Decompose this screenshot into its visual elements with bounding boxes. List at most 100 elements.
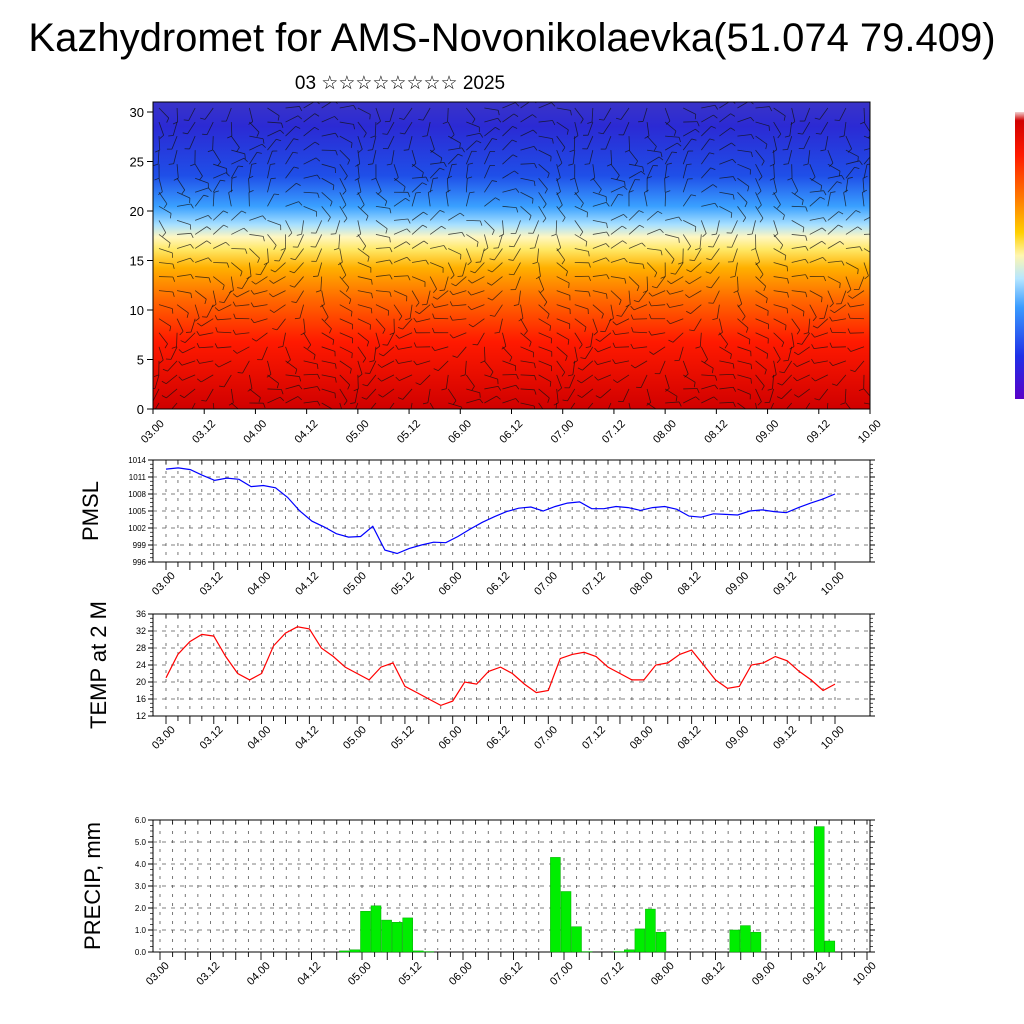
wind-barb-flag [594,360,598,365]
wind-barb [845,135,852,150]
wind-barb [172,121,178,136]
wind-barb [863,164,868,179]
wind-barb [592,257,607,263]
wind-barb [791,304,805,312]
wind-barb-flag [313,275,319,277]
wind-barb [852,290,865,299]
wind-barb-flag [568,282,570,288]
wind-barb-flag [295,126,301,129]
wind-barb-flag [169,326,172,332]
wind-barb-flag [280,248,286,251]
wind-barb-flag [439,289,445,291]
wind-barb [357,276,372,281]
wind-barb [427,388,431,403]
y-tick-label: 12 [136,711,146,721]
wind-barb-flag [820,149,826,152]
wind-barb-flag [489,258,495,261]
wind-barb [520,177,535,182]
wind-barb-flag [730,275,736,278]
wind-barb-flag [498,233,504,237]
wind-barb [556,164,561,178]
wind-barb [339,304,353,312]
wind-barb-flag [547,397,550,403]
wind-barb-flag [421,303,427,306]
wind-barb [773,248,786,256]
wind-barb-flag [667,280,672,285]
wind-barb-flag [490,371,494,377]
wind-barb [426,290,431,305]
wind-barb [339,360,352,370]
wind-barb-flag [179,394,185,399]
wind-barb [466,140,477,151]
wind-barb [701,125,712,137]
wind-barb-flag [551,102,556,107]
wind-barb-flag [805,274,809,280]
wind-barb [158,262,173,265]
wind-barb [556,135,566,148]
wind-barb-flag [385,228,388,234]
wind-barb [773,136,778,150]
wind-barb [339,121,354,125]
wind-barb-flag [732,194,735,200]
wind-barb-flag [812,316,817,322]
wind-barb-flag [862,189,867,193]
wind-barb-flag [805,246,809,251]
wind-barb [622,388,630,402]
wind-barb [682,360,689,375]
wind-barb [520,145,535,151]
wind-barb-flag [532,129,538,134]
wind-barb-flag [314,113,320,117]
wind-barb-flag [512,154,518,158]
wind-barb [445,192,449,207]
wind-barb [863,216,870,221]
wind-barb-flag [360,204,365,209]
x-tick-label: 06.00 [437,724,465,752]
wind-barb [231,157,245,165]
wind-barb-flag [547,173,550,179]
wind-barb-flag [570,110,572,116]
wind-barb-flag [847,176,853,179]
wind-barb-flag [765,144,768,150]
wind-barb-flag [649,351,654,355]
wind-barb-flag [250,318,255,323]
wind-barb-flag [829,361,834,366]
wind-barb [858,276,865,290]
wind-barb-flag [295,369,298,375]
wind-barb-flag [839,283,841,289]
wind-barb-flag [296,233,302,236]
wind-barb [484,374,498,380]
wind-barb [534,234,540,249]
wind-barb [199,360,214,364]
wind-barb [230,276,234,291]
wind-barb-flag [281,122,284,128]
wind-barb [204,107,214,120]
wind-barb-flag [590,177,595,181]
wind-barb-flag [354,177,360,181]
wind-barb [484,165,491,179]
wind-barb-flag [713,396,718,401]
wind-barb-flag [732,176,736,182]
wind-barb [248,164,252,179]
wind-barb [701,167,711,179]
precip-bar [413,950,424,953]
wind-barb [427,192,431,207]
y-tick-label: 1011 [129,473,147,482]
wind-barb [411,150,417,164]
wind-barb [701,104,716,109]
y-tick-label: 1008 [128,490,146,499]
wind-barb-flag [226,262,230,268]
wind-barb [689,276,702,285]
wind-barb [437,360,449,371]
wind-barb [520,346,534,353]
wind-barb-flag [442,121,448,124]
wind-barb-flag [567,339,570,345]
wind-barb-flag [862,175,868,179]
wind-barb-flag [561,372,566,377]
wind-barb-flag [413,342,417,348]
wind-barb-flag [878,406,879,411]
wind-barb-flag [731,142,736,147]
wind-barb [574,346,578,361]
wind-barb [393,275,408,277]
wind-barb-flag [449,290,454,296]
x-tick-label: 03.12 [190,418,218,446]
